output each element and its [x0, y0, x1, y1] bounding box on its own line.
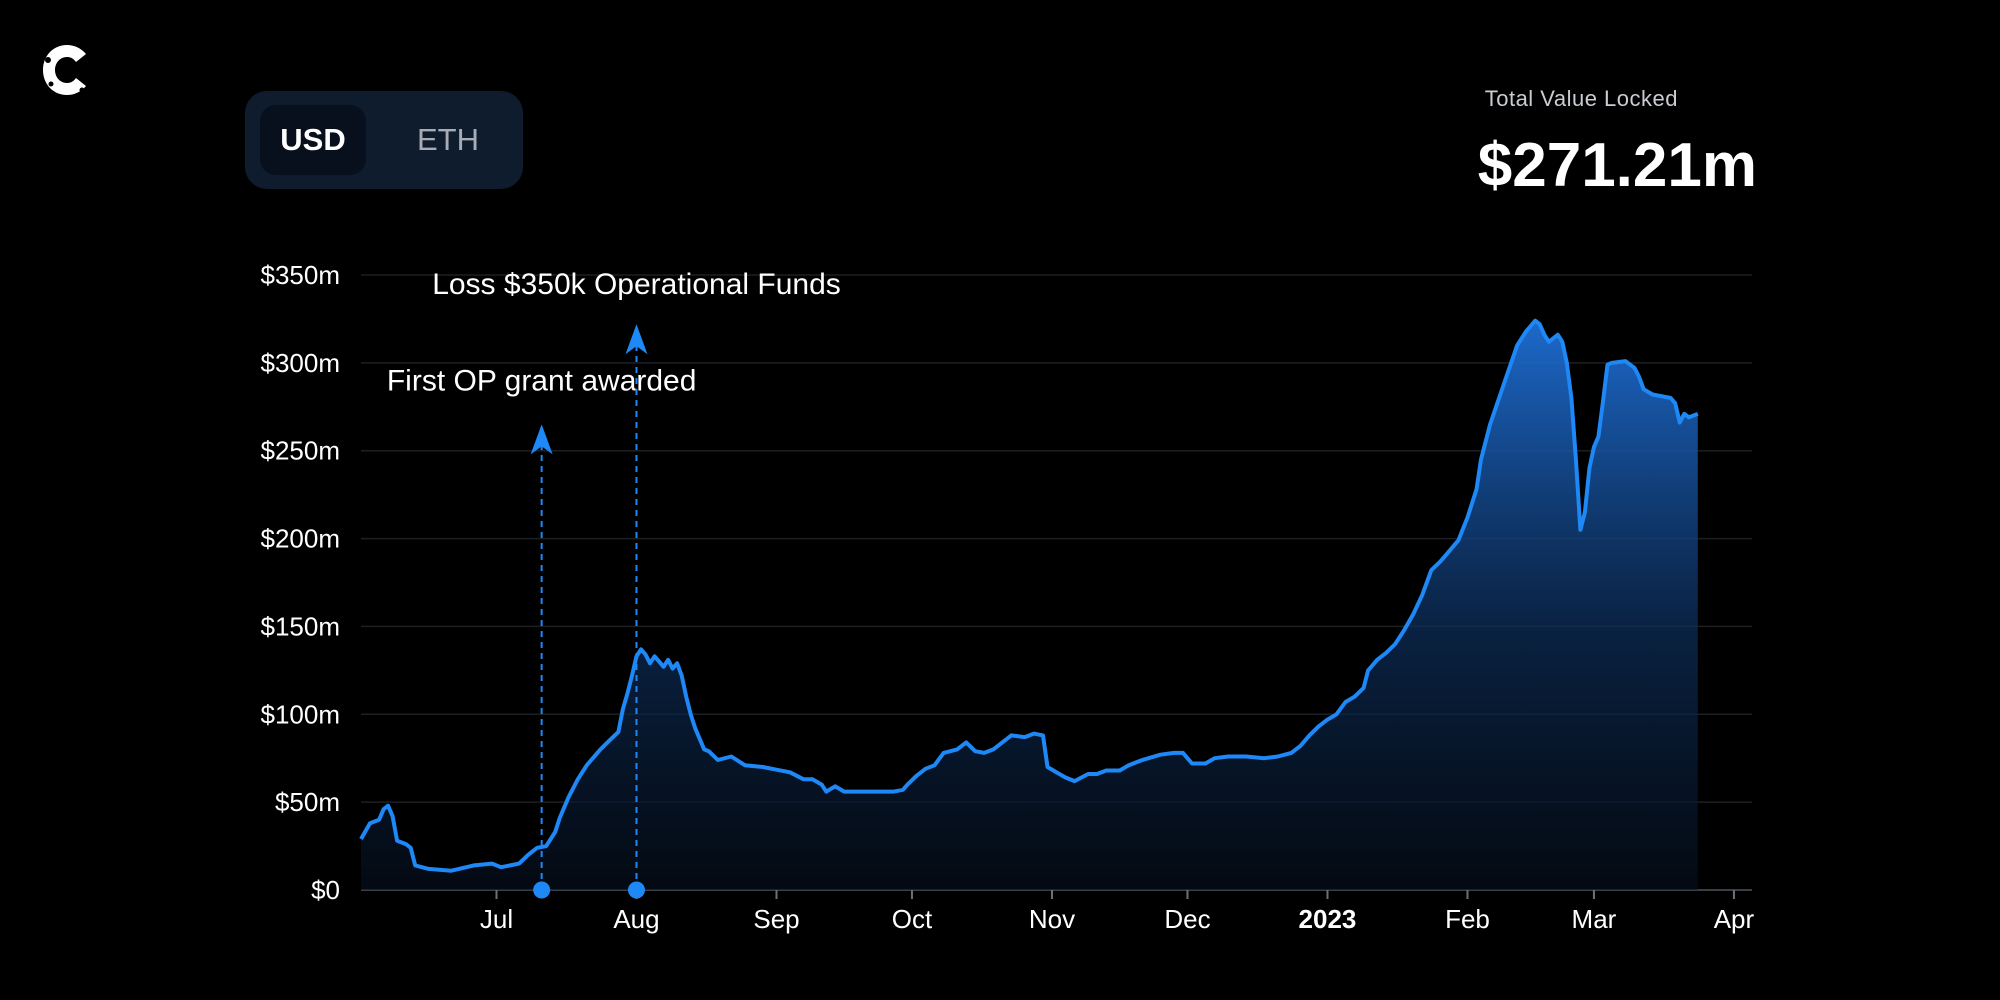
annotation-label: First OP grant awarded: [387, 364, 697, 397]
y-tick-label: $0: [311, 875, 340, 905]
x-tick-label: Apr: [1714, 904, 1755, 934]
tvl-area-fill: [361, 320, 1698, 890]
x-tick-label: Nov: [1029, 904, 1075, 934]
y-tick-label: $300m: [261, 348, 341, 378]
y-tick-label: $350m: [261, 260, 341, 290]
annotation-marker[interactable]: [627, 881, 645, 899]
currency-toggle: USD ETH: [245, 91, 523, 189]
x-tick-label: Mar: [1572, 904, 1617, 934]
usd-toggle-button[interactable]: USD: [260, 105, 366, 175]
y-tick-label: $150m: [261, 611, 341, 641]
y-tick-label: $200m: [261, 524, 341, 554]
x-tick-label: Dec: [1164, 904, 1210, 934]
annotation-marker[interactable]: [533, 881, 551, 899]
annotation-label: Loss $350k Operational Funds: [432, 268, 841, 301]
tvl-series-line: [359, 318, 1699, 873]
y-tick-label: $50m: [275, 787, 340, 817]
x-tick-label: 2023: [1299, 904, 1357, 934]
x-tick-label: Sep: [753, 904, 799, 934]
eth-toggle-button[interactable]: ETH: [417, 122, 479, 157]
y-tick-label: $250m: [261, 436, 341, 466]
x-tick-label: Feb: [1445, 904, 1490, 934]
tvl-value: $271.21m: [1477, 131, 1757, 200]
annotation-arrow-icon: [625, 324, 648, 355]
annotation-arrow-icon: [530, 424, 553, 455]
x-tick-label: Aug: [613, 904, 659, 934]
x-tick-label: Jul: [480, 904, 513, 934]
tvl-label: Total Value Locked: [1484, 86, 1678, 111]
x-tick-label: Oct: [892, 904, 933, 934]
y-tick-label: $100m: [261, 699, 341, 729]
c-logo-icon[interactable]: [38, 40, 98, 100]
